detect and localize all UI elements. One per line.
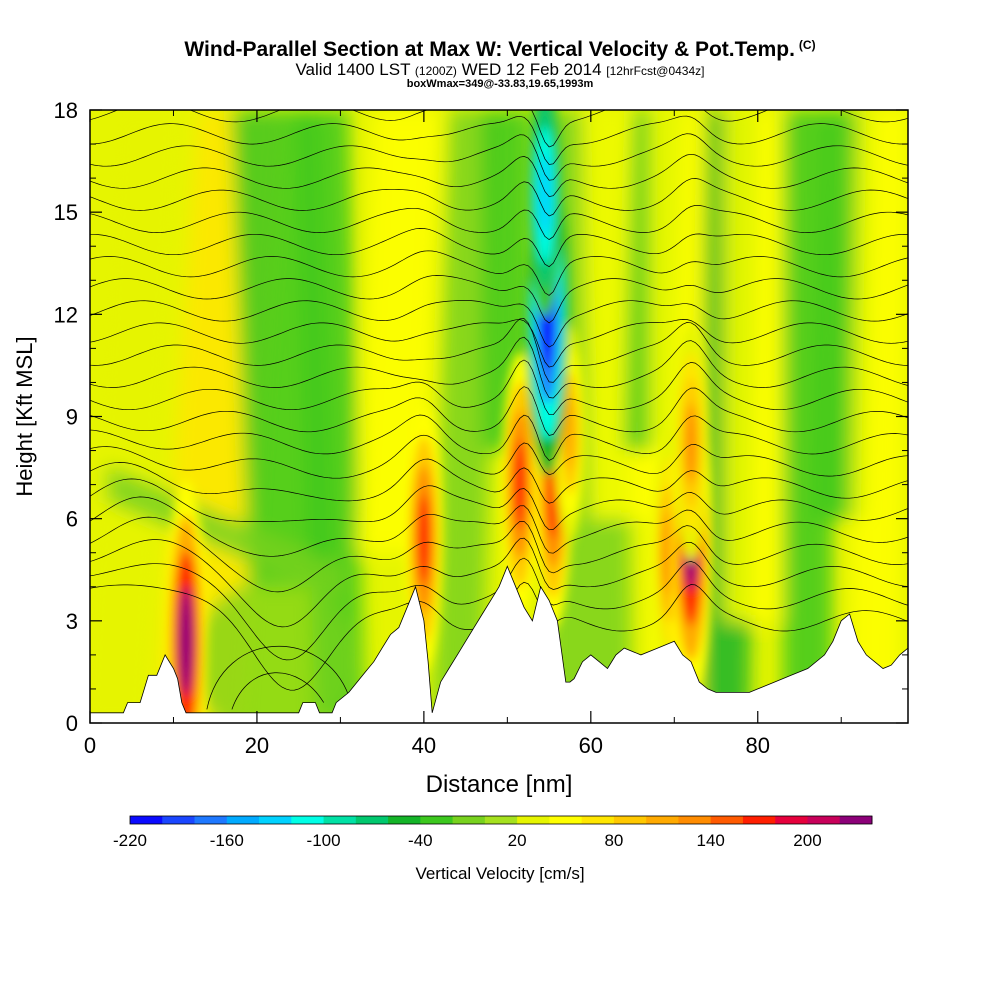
x-tick-label: 60 [579,733,603,758]
isentrope-line [90,319,908,368]
colorbar-swatch [388,816,421,824]
x-tick-label: 80 [746,733,770,758]
colorbar-swatch [226,816,260,824]
colorbar-swatch [130,816,163,824]
isentrope-line [90,205,908,241]
updraft-core [178,586,194,697]
colorbar-tick-label: 200 [793,831,821,850]
terrain-mask [89,565,909,724]
isentrope-line [231,672,325,710]
colorbar-swatch [678,816,712,824]
colorbar-swatch [259,816,292,824]
colorbar-tick-label: 20 [508,831,527,850]
isentrope-line [90,318,908,383]
colorbar-swatch [839,816,873,824]
y-tick-label: 3 [66,609,78,634]
isentrope-line [90,228,908,268]
colorbar-frame [129,815,873,825]
colorbar-tick-label: -40 [408,831,433,850]
isentrope-line [90,178,908,217]
colorbar-label: Vertical Velocity [cm/s] [415,864,585,883]
colorbar-tick-label: 140 [697,831,725,850]
colorbar-swatch [323,816,357,824]
colorbar-swatch [807,816,841,824]
isentrope-line [90,300,908,348]
isentrope-line [90,250,908,296]
x-axis-label: Distance [nm] [426,771,573,798]
updraft-core [685,403,697,484]
colorbar-swatch [452,816,486,824]
isentrope-line [90,336,908,399]
copyright-mark: (C) [798,38,816,52]
isentrope-line [90,275,908,324]
chart-title: Wind-Parallel Section at Max W: Vertical… [184,38,816,61]
colorbar-swatch [517,816,550,824]
y-tick-label: 15 [54,200,78,225]
colorbar-swatch [581,816,615,824]
velocity-band [724,110,792,621]
x-tick-label: 0 [84,733,96,758]
y-tick-label: 6 [66,507,78,532]
velocity-band [782,110,833,723]
isentrope-line [90,153,908,197]
colorbar-swatch [775,816,808,824]
axes: 0 20 40 60 80 0 3 6 9 12 15 18 Distance [nm] Height [… [12,98,908,798]
updraft-core [417,494,431,585]
colorbar-swatch [420,816,454,824]
y-tick-label: 18 [54,98,78,123]
colorbar-swatch [710,816,744,824]
isentrope-line [90,478,908,531]
colorbar-swatch [162,816,196,824]
isentrope-line [90,115,908,165]
colorbar-swatch [291,816,325,824]
colorbar-tick-label: 80 [604,831,623,850]
isentrope-line [90,537,908,628]
colorbar-tick-label: -100 [307,831,341,850]
velocity-band [106,464,341,601]
isentrope-line [90,434,908,479]
colorbar-swatch [742,816,776,824]
isentrope-line [206,645,350,710]
isentrope-line [90,133,908,181]
colorbar-swatch [549,816,583,824]
velocity-band [90,110,182,723]
updraft-core [564,396,576,471]
x-tick-label: 40 [412,733,436,758]
isentrope-line [90,414,908,461]
isentrope-line [90,516,908,593]
colorbar: -220 -160 -100 -40 20 80 140 200 [113,815,873,850]
isentrope-line [90,386,908,436]
chart-subtitle: Valid 1400 LST (1200Z) WED 12 Feb 2014 [… [295,60,705,79]
velocity-band [190,579,358,723]
colorbar-swatch [613,816,647,824]
colorbar-swatch [355,816,389,824]
velocity-band [849,110,908,723]
x-tick-label: 20 [245,733,269,758]
isentrope-line [90,458,908,504]
isentrope-line [90,359,908,416]
colorbar-swatch [194,816,228,824]
y-axis-label: Height [Kft MSL] [12,336,37,496]
isentrope-line [90,496,908,557]
isentrope-line [90,110,908,148]
colorbar-tick-label: -160 [210,831,244,850]
y-tick-label: 9 [66,405,78,430]
updraft-core [513,439,527,530]
colorbar-tick-label: -220 [113,831,147,850]
y-tick-label: 12 [54,302,78,327]
colorbar-swatch [484,816,518,824]
box-info: boxWmax=349@-33.83,19.65,1993m [406,78,594,90]
y-tick-label: 0 [66,711,78,736]
downdraft-core [539,153,551,237]
colorbar-swatch [646,816,679,824]
